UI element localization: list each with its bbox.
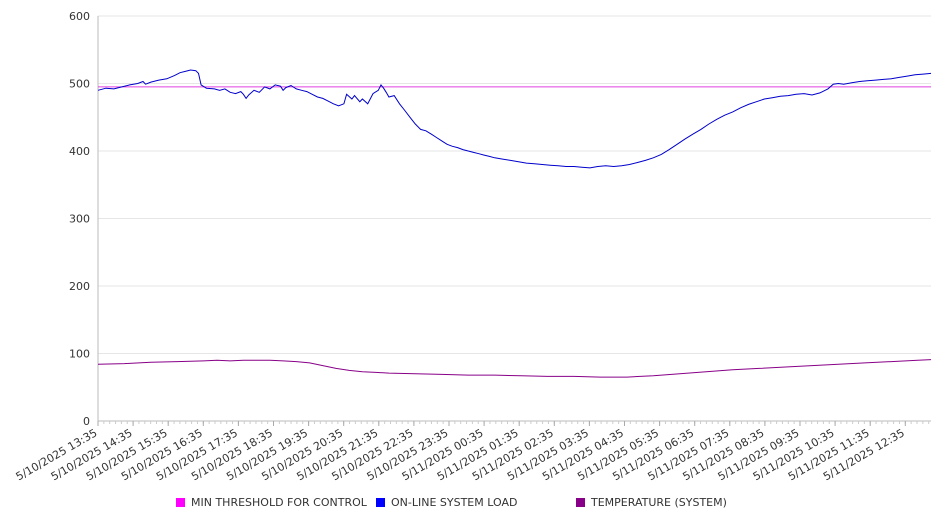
legend-label-temperature: TEMPERATURE (SYSTEM) [591, 496, 727, 509]
y-tick-label: 0 [83, 415, 90, 428]
y-tick-label: 600 [69, 10, 90, 23]
y-tick-label: 300 [69, 213, 90, 226]
legend-item-temperature[interactable]: TEMPERATURE (SYSTEM) [576, 496, 727, 509]
y-tick-label: 500 [69, 78, 90, 91]
legend: MIN THRESHOLD FOR CONTROL ON-LINE SYSTEM… [0, 496, 946, 516]
legend-label-system-load: ON-LINE SYSTEM LOAD [391, 496, 518, 509]
legend-swatch-min-threshold [176, 498, 185, 507]
legend-swatch-temperature [576, 498, 585, 507]
series-line-temperature [97, 359, 932, 378]
y-tick-label: 200 [69, 280, 90, 293]
legend-swatch-system-load [376, 498, 385, 507]
legend-label-min-threshold: MIN THRESHOLD FOR CONTROL [191, 496, 367, 509]
legend-item-min-threshold[interactable]: MIN THRESHOLD FOR CONTROL [176, 496, 367, 509]
y-tick-label: 400 [69, 145, 90, 158]
y-tick-label: 100 [69, 348, 90, 361]
legend-item-system-load[interactable]: ON-LINE SYSTEM LOAD [376, 496, 517, 509]
series-line-system-load [97, 69, 932, 169]
